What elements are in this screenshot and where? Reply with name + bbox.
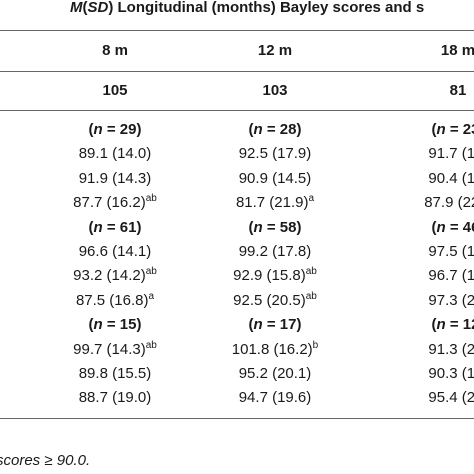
group-0-row-2-col-0: 87.7 (16.2)ab	[73, 193, 157, 212]
group-0-n-col-2: (n = 23)	[431, 121, 474, 138]
group-2-row-1-col-0: 89.8 (15.5)	[78, 365, 152, 382]
header-rule	[0, 71, 474, 72]
superscript-letter: a	[148, 290, 155, 302]
superscript-letter: ab	[305, 266, 317, 278]
title-paren: (	[82, 0, 88, 16]
group-2-n-col-1: (n = 17)	[248, 316, 302, 334]
footnote: scores ≥ 90.0.	[0, 452, 91, 469]
group-2-n-col-0: (n = 15)	[88, 316, 142, 334]
title-italic-sd: SD	[87, 0, 109, 16]
group-2-row-0-col-0: 99.7 (14.3)ab	[73, 339, 157, 358]
superscript-letter: b	[312, 339, 319, 351]
group-2-row-0-col-2: 91.3 (20.	[428, 340, 474, 358]
group-1-row-1-col-1: 92.9 (15.8)ab	[233, 266, 317, 285]
group-2-row-1-col-1: 95.2 (20.1)	[238, 365, 312, 382]
top-rule	[0, 30, 474, 31]
group-0-n-col-1: (n = 28)	[248, 121, 302, 138]
superscript-letter: ab	[145, 339, 157, 351]
group-1-row-1-col-0: 93.2 (14.2)ab	[73, 266, 157, 285]
superscript-letter: ab	[145, 266, 157, 278]
superscript-letter: a	[308, 193, 315, 205]
group-1-row-1-col-2: 96.7 (14.	[428, 267, 474, 285]
column-header-18m: 18 m	[440, 42, 474, 59]
group-2-row-1-col-2: 90.3 (16.	[428, 365, 474, 382]
group-1-row-0-col-1: 99.2 (17.8)	[238, 243, 312, 260]
group-1-n-col-2: (n = 46)	[431, 218, 474, 236]
group-0-row-1-col-2: 90.4 (15.	[428, 169, 474, 187]
group-1-row-0-col-0: 96.6 (14.1)	[78, 243, 152, 260]
group-0-row-0-col-2: 91.7 (16.	[428, 145, 474, 163]
group-1-row-2-col-1: 92.5 (20.5)ab	[233, 290, 317, 309]
total-18m: 81	[449, 82, 467, 99]
total-8m: 105	[102, 82, 128, 99]
title-rest: ) Longitudinal (months) Bayley scores an…	[108, 0, 425, 16]
group-2-row-2-col-2: 95.4 (20.	[428, 389, 474, 407]
group-2-row-2-col-1: 94.7 (19.6)	[238, 389, 312, 407]
group-2-row-2-col-0: 88.7 (19.0)	[78, 389, 152, 407]
group-2-n-col-2: (n = 12)	[431, 316, 474, 334]
group-0-row-2-col-2: 87.9 (22.8	[424, 194, 474, 212]
group-1-row-0-col-2: 97.5 (14.	[428, 243, 474, 260]
column-header-12m: 12 m	[257, 42, 293, 59]
total-12m: 103	[262, 82, 288, 99]
group-0-row-0-col-0: 89.1 (14.0)	[78, 145, 152, 163]
group-1-row-2-col-0: 87.5 (16.8)a	[75, 290, 155, 309]
totals-rule	[0, 110, 474, 111]
group-0-row-1-col-0: 91.9 (14.3)	[78, 169, 152, 187]
superscript-letter: ab	[145, 193, 157, 205]
group-1-n-col-0: (n = 61)	[88, 218, 142, 236]
table-header-title: M(SD) Longitudinal (months) Bayley score…	[0, 0, 474, 20]
column-header-8m: 8 m	[102, 42, 128, 59]
group-1-row-2-col-2: 97.3 (20.	[428, 291, 474, 309]
group-2-row-0-col-1: 101.8 (16.2)b	[231, 339, 319, 358]
bottom-rule	[0, 417, 474, 419]
group-0-row-0-col-1: 92.5 (17.9)	[238, 145, 312, 163]
group-0-row-2-col-1: 81.7 (21.9)a	[235, 193, 315, 212]
superscript-letter: ab	[305, 290, 317, 302]
group-1-n-col-1: (n = 58)	[248, 218, 302, 236]
group-0-row-1-col-1: 90.9 (14.5)	[238, 169, 312, 187]
title-italic-m: M	[70, 0, 83, 16]
group-0-n-col-0: (n = 29)	[88, 121, 142, 138]
